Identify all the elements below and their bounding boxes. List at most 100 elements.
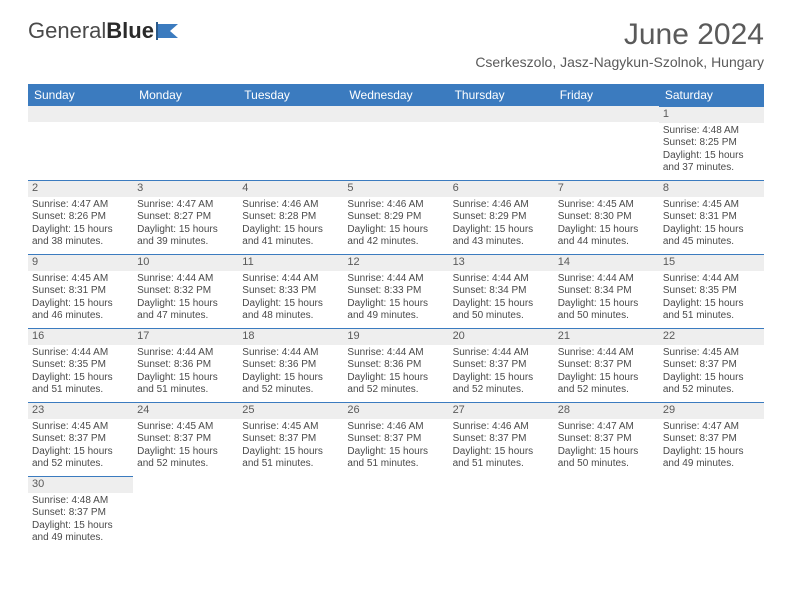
- week-row: 16Sunrise: 4:44 AMSunset: 8:35 PMDayligh…: [28, 328, 764, 402]
- day-header: Tuesday: [238, 84, 343, 106]
- day-sunrise: Sunrise: 4:46 AM: [453, 199, 550, 212]
- day-daylight: Daylight: 15 hours and 51 minutes.: [137, 372, 234, 397]
- day-sunset: Sunset: 8:33 PM: [347, 285, 444, 298]
- day-cell: 5Sunrise: 4:46 AMSunset: 8:29 PMDaylight…: [343, 180, 448, 254]
- day-cell: [238, 106, 343, 180]
- day-header: Wednesday: [343, 84, 448, 106]
- day-number: 29: [659, 403, 764, 419]
- day-cell: 26Sunrise: 4:46 AMSunset: 8:37 PMDayligh…: [343, 402, 448, 476]
- week-row: 23Sunrise: 4:45 AMSunset: 8:37 PMDayligh…: [28, 402, 764, 476]
- day-cell: [554, 106, 659, 180]
- day-cell: 28Sunrise: 4:47 AMSunset: 8:37 PMDayligh…: [554, 402, 659, 476]
- day-number: 13: [449, 255, 554, 271]
- month-year: June 2024: [475, 18, 764, 52]
- page-header: GeneralBlue June 2024 Cserkeszolo, Jasz-…: [0, 0, 792, 78]
- day-daylight: Daylight: 15 hours and 49 minutes.: [32, 520, 129, 545]
- day-cell: 11Sunrise: 4:44 AMSunset: 8:33 PMDayligh…: [238, 254, 343, 328]
- day-cell: 10Sunrise: 4:44 AMSunset: 8:32 PMDayligh…: [133, 254, 238, 328]
- day-cell: 3Sunrise: 4:47 AMSunset: 8:27 PMDaylight…: [133, 180, 238, 254]
- day-cell: 25Sunrise: 4:45 AMSunset: 8:37 PMDayligh…: [238, 402, 343, 476]
- day-number: 21: [554, 329, 659, 345]
- day-sunset: Sunset: 8:37 PM: [558, 359, 655, 372]
- day-sunset: Sunset: 8:37 PM: [453, 433, 550, 446]
- day-number: 12: [343, 255, 448, 271]
- day-daylight: Daylight: 15 hours and 51 minutes.: [453, 446, 550, 471]
- day-cell: [343, 476, 448, 550]
- day-sunset: Sunset: 8:36 PM: [137, 359, 234, 372]
- day-cell: 19Sunrise: 4:44 AMSunset: 8:36 PMDayligh…: [343, 328, 448, 402]
- day-sunset: Sunset: 8:27 PM: [137, 211, 234, 224]
- day-sunset: Sunset: 8:37 PM: [558, 433, 655, 446]
- day-cell: 8Sunrise: 4:45 AMSunset: 8:31 PMDaylight…: [659, 180, 764, 254]
- day-sunset: Sunset: 8:30 PM: [558, 211, 655, 224]
- day-number: 10: [133, 255, 238, 271]
- day-number: 24: [133, 403, 238, 419]
- day-number: 11: [238, 255, 343, 271]
- day-number: 1: [659, 107, 764, 123]
- day-number: 4: [238, 181, 343, 197]
- day-cell: [449, 106, 554, 180]
- day-cell: 29 Sunrise: 4:47 AMSunset: 8:37 PMDayligh…: [659, 402, 764, 476]
- day-sunset: Sunset: 8:25 PM: [663, 137, 760, 150]
- day-cell: 17Sunrise: 4:44 AMSunset: 8:36 PMDayligh…: [133, 328, 238, 402]
- week-row: 9Sunrise: 4:45 AMSunset: 8:31 PMDaylight…: [28, 254, 764, 328]
- day-cell: 6Sunrise: 4:46 AMSunset: 8:29 PMDaylight…: [449, 180, 554, 254]
- day-sunset: Sunset: 8:37 PM: [663, 433, 760, 446]
- week-row: 1 Sunrise: 4:48 AMSunset: 8:25 PMDaylight…: [28, 106, 764, 180]
- day-cell: [554, 476, 659, 550]
- day-number: 28: [554, 403, 659, 419]
- day-number: 15: [659, 255, 764, 271]
- day-daylight: Daylight: 15 hours and 51 minutes.: [242, 446, 339, 471]
- day-sunrise: Sunrise: 4:44 AM: [32, 347, 129, 360]
- day-number-empty: [449, 106, 554, 122]
- day-number-empty: [554, 106, 659, 122]
- day-daylight: Daylight: 15 hours and 46 minutes.: [32, 298, 129, 323]
- day-number: 9: [28, 255, 133, 271]
- day-sunset: Sunset: 8:37 PM: [242, 433, 339, 446]
- day-sunrise: Sunrise: 4:44 AM: [558, 347, 655, 360]
- day-sunrise: Sunrise: 4:45 AM: [663, 347, 760, 360]
- day-sunrise: Sunrise: 4:44 AM: [663, 273, 760, 286]
- day-header: Monday: [133, 84, 238, 106]
- day-sunrise: Sunrise: 4:48 AM: [663, 125, 760, 138]
- day-headers: SundayMondayTuesdayWednesdayThursdayFrid…: [28, 84, 764, 106]
- day-daylight: Daylight: 15 hours and 42 minutes.: [347, 224, 444, 249]
- day-number: 17: [133, 329, 238, 345]
- day-number-empty: [133, 106, 238, 122]
- day-daylight: Daylight: 15 hours and 49 minutes.: [663, 446, 760, 471]
- day-cell: 20Sunrise: 4:44 AMSunset: 8:37 PMDayligh…: [449, 328, 554, 402]
- day-number: 23: [28, 403, 133, 419]
- day-cell: 18Sunrise: 4:44 AMSunset: 8:36 PMDayligh…: [238, 328, 343, 402]
- day-daylight: Daylight: 15 hours and 37 minutes.: [663, 150, 760, 175]
- day-number: 14: [554, 255, 659, 271]
- day-cell: 15Sunrise: 4:44 AMSunset: 8:35 PMDayligh…: [659, 254, 764, 328]
- day-daylight: Daylight: 15 hours and 50 minutes.: [453, 298, 550, 323]
- title-block: June 2024 Cserkeszolo, Jasz-Nagykun-Szol…: [475, 18, 764, 70]
- day-sunset: Sunset: 8:36 PM: [242, 359, 339, 372]
- day-number: 3: [133, 181, 238, 197]
- day-sunrise: Sunrise: 4:44 AM: [242, 347, 339, 360]
- logo-text-general: General: [28, 18, 106, 43]
- calendar: SundayMondayTuesdayWednesdayThursdayFrid…: [28, 84, 764, 550]
- day-sunset: Sunset: 8:31 PM: [663, 211, 760, 224]
- logo: GeneralBlue: [28, 18, 180, 44]
- day-cell: 27Sunrise: 4:46 AMSunset: 8:37 PMDayligh…: [449, 402, 554, 476]
- day-cell: 12Sunrise: 4:44 AMSunset: 8:33 PMDayligh…: [343, 254, 448, 328]
- week-row: 2Sunrise: 4:47 AMSunset: 8:26 PMDaylight…: [28, 180, 764, 254]
- day-sunrise: Sunrise: 4:44 AM: [347, 347, 444, 360]
- day-number: 25: [238, 403, 343, 419]
- day-sunrise: Sunrise: 4:46 AM: [347, 421, 444, 434]
- day-sunrise: Sunrise: 4:47 AM: [663, 421, 760, 434]
- day-daylight: Daylight: 15 hours and 52 minutes.: [663, 372, 760, 397]
- day-header: Friday: [554, 84, 659, 106]
- day-daylight: Daylight: 15 hours and 48 minutes.: [242, 298, 339, 323]
- day-number: 27: [449, 403, 554, 419]
- day-daylight: Daylight: 15 hours and 39 minutes.: [137, 224, 234, 249]
- day-cell: 16Sunrise: 4:44 AMSunset: 8:35 PMDayligh…: [28, 328, 133, 402]
- day-cell: 24Sunrise: 4:45 AMSunset: 8:37 PMDayligh…: [133, 402, 238, 476]
- day-cell: [238, 476, 343, 550]
- day-cell: 2Sunrise: 4:47 AMSunset: 8:26 PMDaylight…: [28, 180, 133, 254]
- day-sunset: Sunset: 8:28 PM: [242, 211, 339, 224]
- day-number: 20: [449, 329, 554, 345]
- day-sunrise: Sunrise: 4:45 AM: [32, 421, 129, 434]
